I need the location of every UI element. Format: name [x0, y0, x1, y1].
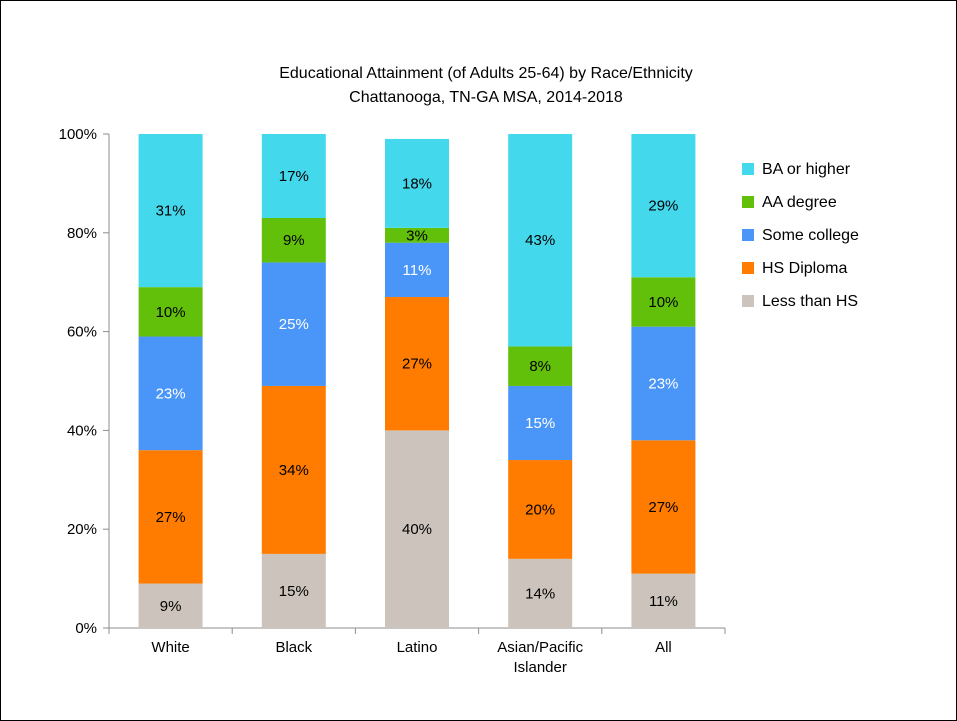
chart-title: Educational Attainment (of Adults 25-64)… — [279, 65, 693, 82]
bar-segment — [385, 242, 449, 298]
bar-value-label: 14% — [525, 585, 555, 602]
bar-segment — [385, 227, 449, 243]
x-axis: White Black Latino Asian/Pacific Islander All — [108, 627, 726, 676]
legend-label: AA degree — [762, 194, 837, 211]
legend-label: BA or higher — [762, 161, 851, 178]
bar-segment — [261, 217, 326, 263]
bar-value-label: 15% — [525, 415, 555, 432]
x-category-label: Asian/Pacific — [497, 639, 583, 656]
bar-value-label: 27% — [402, 356, 432, 373]
bar-segment — [138, 336, 203, 451]
bar-value-label: 11% — [403, 262, 432, 279]
legend-swatch — [742, 163, 754, 175]
bar-value-label: 23% — [156, 385, 186, 402]
bar-value-label: 27% — [156, 509, 186, 526]
bar-segment — [385, 138, 449, 228]
bar-segment — [261, 262, 326, 386]
bar-segment — [261, 385, 326, 554]
bar-segment — [261, 553, 326, 628]
bar-value-label: 43% — [525, 232, 555, 249]
bar-segment — [631, 326, 696, 441]
bar-value-label: 9% — [160, 598, 182, 615]
legend-label: Some college — [762, 227, 859, 244]
bar-value-label: 17% — [279, 168, 309, 185]
x-category-label: Latino — [397, 639, 438, 656]
bar-value-label: 3% — [406, 227, 428, 244]
legend-swatch — [742, 196, 754, 208]
bar-value-label: 20% — [525, 501, 555, 518]
bar-value-label: 15% — [279, 583, 309, 600]
bar-segment — [138, 583, 203, 628]
y-axis: 0% 20% 40% 60% 80% 100% — [59, 126, 110, 637]
bar-value-label: 29% — [648, 198, 678, 215]
bar-value-label: 8% — [529, 358, 551, 375]
legend-swatch — [742, 262, 754, 274]
legend-swatch — [742, 229, 754, 241]
x-category-label: Islander — [514, 659, 567, 676]
bar-segment — [508, 346, 573, 386]
y-tick-label: 20% — [67, 521, 97, 538]
x-category-label: Black — [275, 639, 312, 656]
bar-segment — [138, 287, 203, 337]
x-category-label: All — [655, 639, 672, 656]
bar-value-label: 31% — [156, 203, 186, 220]
bar-segment — [631, 277, 696, 327]
bars: 9% 27% 23% 10% 31% 15% 34% 25% 9% 17% 40% 27% 11% 3% 1… — [138, 134, 696, 628]
bar-value-label: 10% — [156, 304, 186, 321]
bar-segment — [138, 450, 203, 584]
legend-swatch — [742, 295, 754, 307]
bar-value-label: 18% — [402, 175, 432, 192]
bar-segment — [385, 430, 449, 628]
bar-segment — [508, 460, 573, 559]
bar-segment — [631, 440, 696, 574]
y-tick-label: 100% — [59, 126, 97, 143]
bar-value-label: 40% — [402, 521, 432, 538]
bar-value-label: 23% — [648, 375, 678, 392]
bar-value-label: 9% — [283, 232, 305, 249]
legend-label: Less than HS — [762, 293, 858, 310]
bar-segment — [385, 297, 449, 431]
bar-segment — [508, 134, 573, 347]
y-tick-label: 60% — [67, 324, 97, 341]
bar-value-label: 11% — [649, 593, 678, 610]
bar-segment — [631, 134, 696, 278]
y-tick-label: 40% — [67, 422, 97, 439]
legend-label: HS Diploma — [762, 260, 847, 277]
bar-segment — [631, 573, 696, 628]
bar-value-label: 10% — [648, 294, 678, 311]
bar-segment — [508, 558, 573, 628]
bar-value-label: 25% — [279, 316, 309, 333]
x-category-label: White — [151, 639, 189, 656]
bar-segment — [261, 134, 326, 218]
y-tick-label: 0% — [75, 620, 97, 637]
chart-subtitle: Chattanooga, TN-GA MSA, 2014-2018 — [349, 89, 623, 106]
legend: BA or higher AA degree Some college HS Dipl… — [742, 161, 859, 310]
bar-value-label: 34% — [279, 462, 309, 479]
y-tick-label: 80% — [67, 225, 97, 242]
bar-segment — [508, 385, 573, 461]
bar-value-label: 27% — [648, 499, 678, 516]
bar-segment — [138, 134, 203, 288]
